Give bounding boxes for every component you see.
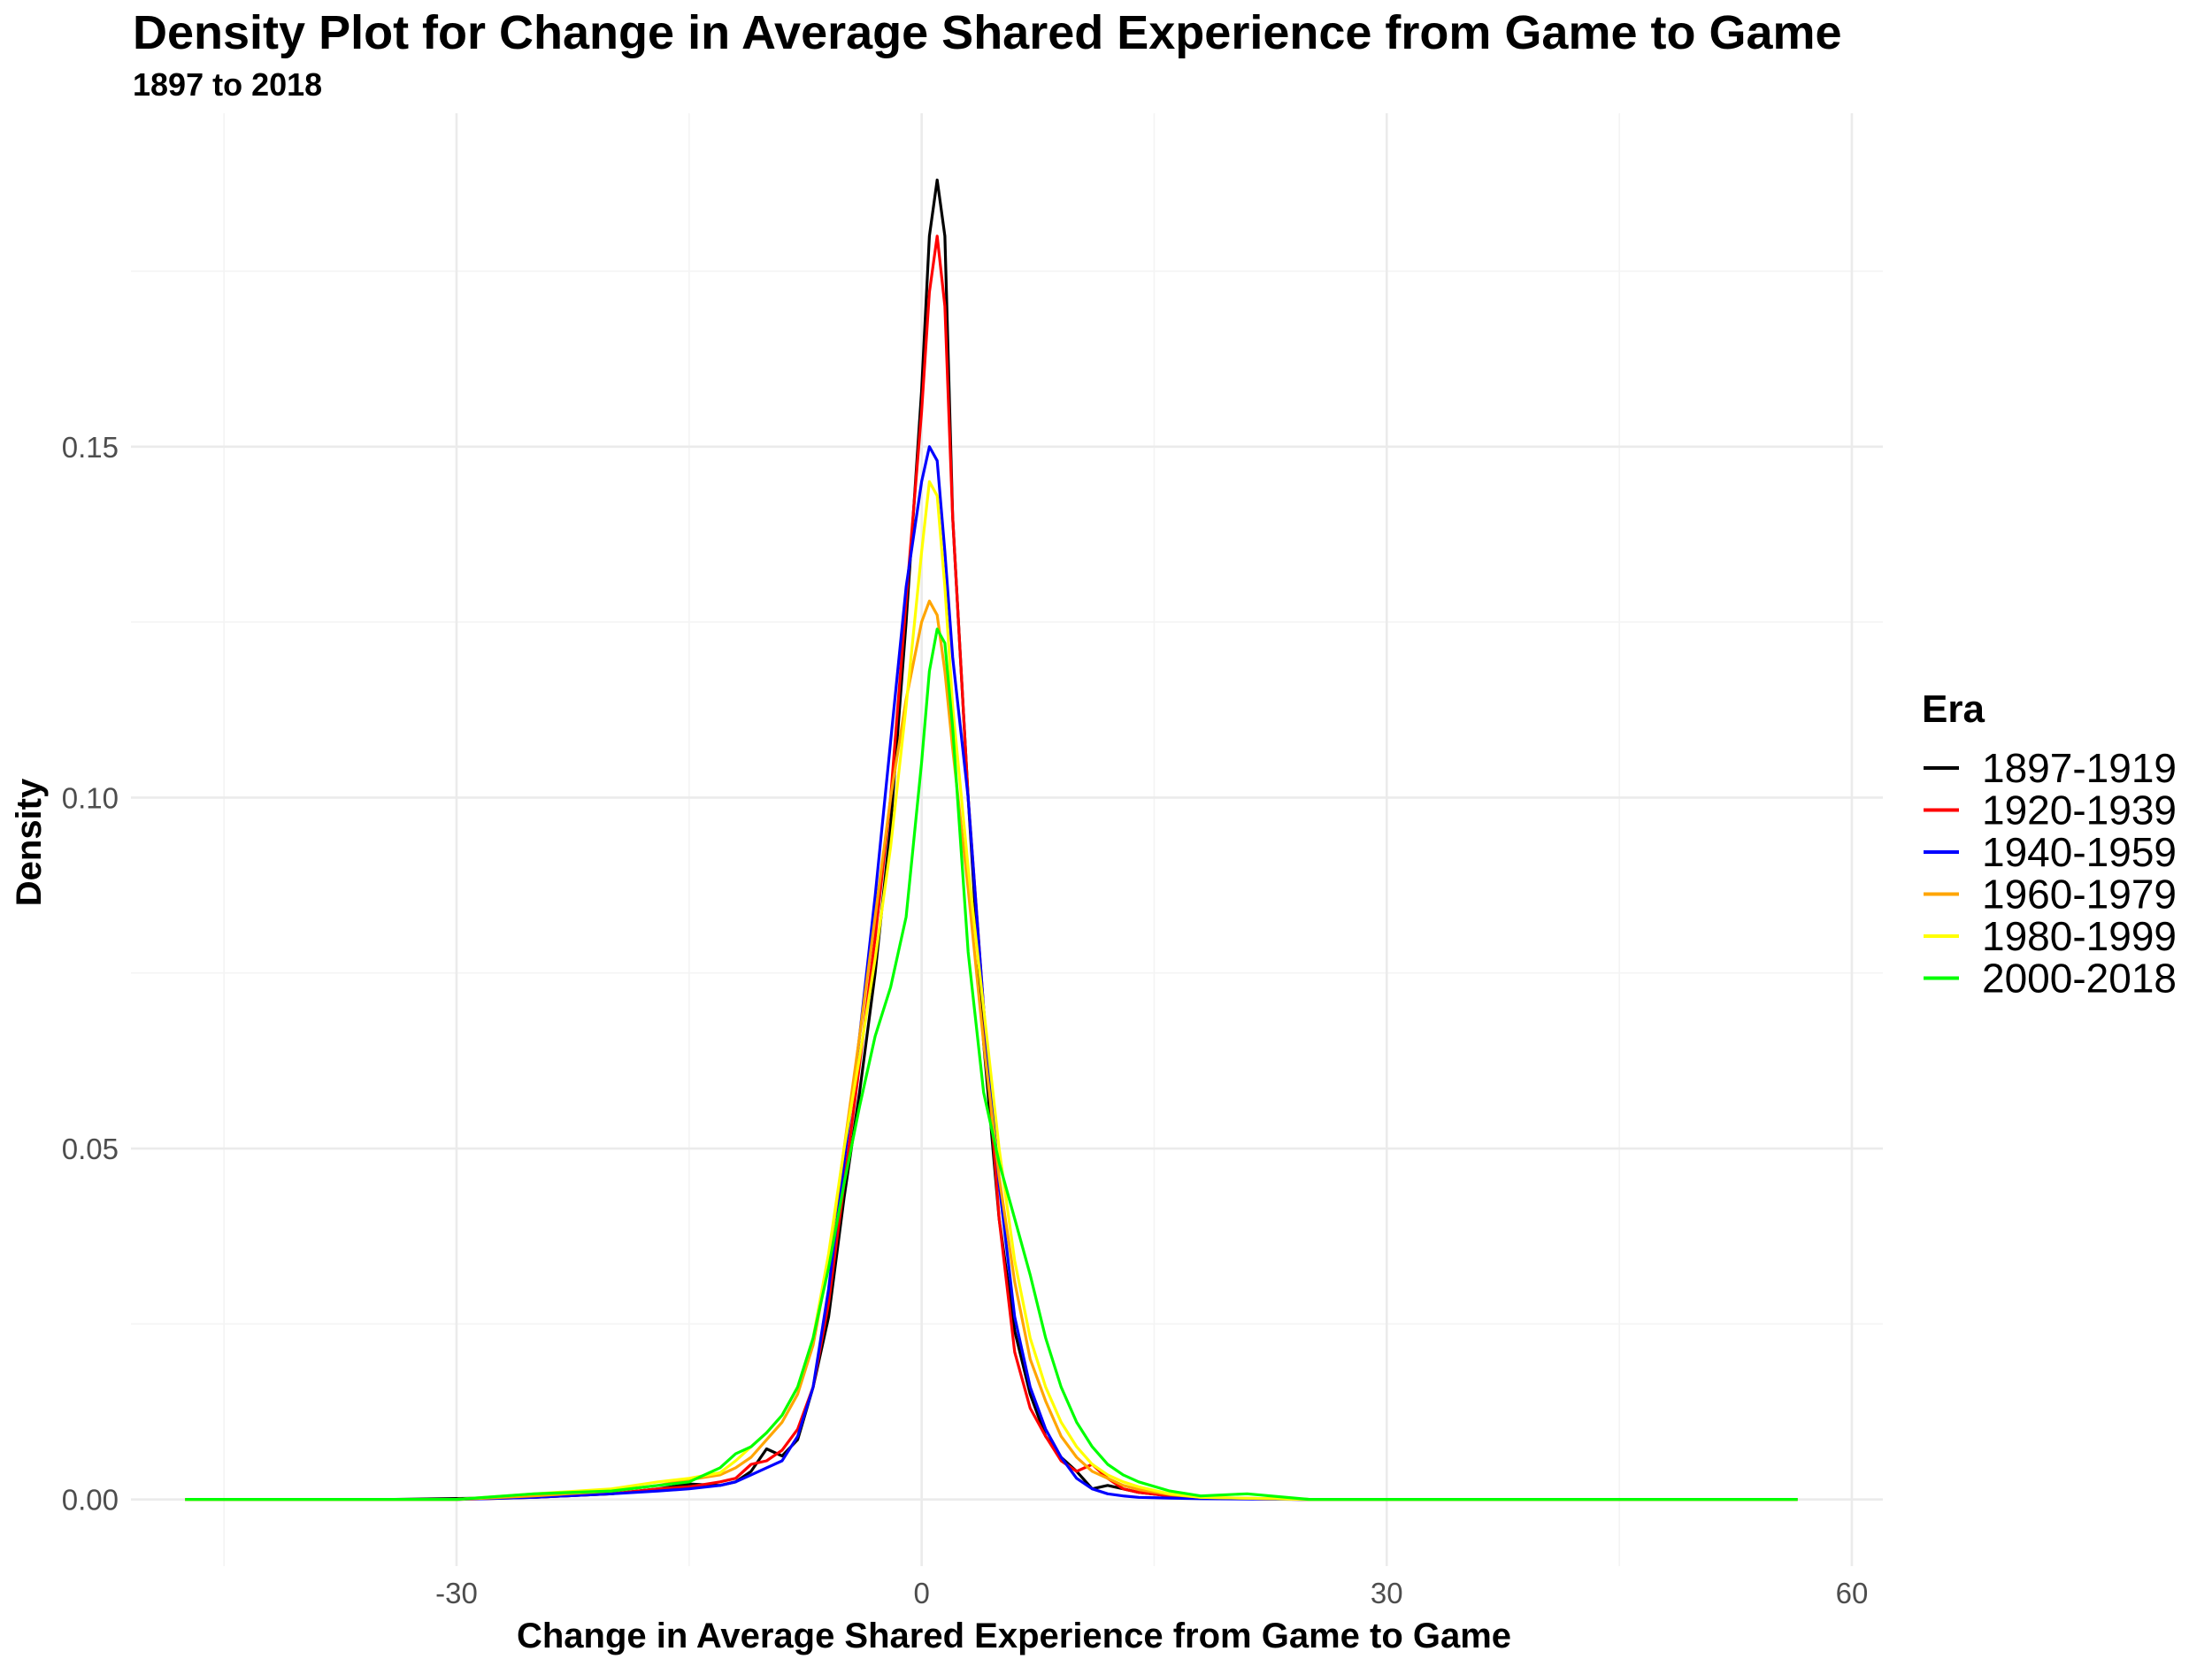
x-tick-label: 60 <box>1836 1577 1869 1609</box>
y-tick-label: 0.15 <box>62 431 119 464</box>
x-tick-label: -30 <box>435 1577 478 1609</box>
x-axis-ticks: -30 0 30 60 <box>435 1577 1868 1609</box>
chart-title: Density Plot for Change in Average Share… <box>133 6 1842 59</box>
density-curve-1960-1979 <box>185 599 1798 1502</box>
density-curve-1897-1919 <box>185 178 1798 1502</box>
legend-label: 1980-1999 <box>1982 913 2177 959</box>
legend-label: 2000-2018 <box>1982 956 2177 1002</box>
x-axis-label: Change in Average Shared Experience from… <box>517 1617 1511 1655</box>
density-curve-2000-2018 <box>185 627 1798 1502</box>
y-tick-label: 0.05 <box>62 1133 119 1165</box>
x-tick-label: 30 <box>1371 1577 1403 1609</box>
legend-title: Era <box>1922 687 1985 731</box>
chart-subtitle: 1897 to 2018 <box>133 66 322 103</box>
legend-label: 1920-1939 <box>1982 787 2177 833</box>
legend: Era 1897-19191920-19391940-19591960-1979… <box>1922 687 2177 1002</box>
y-tick-label: 0.00 <box>62 1484 119 1517</box>
legend-label: 1940-1959 <box>1982 829 2177 875</box>
y-axis-ticks: 0.00 0.05 0.10 0.15 <box>62 431 119 1517</box>
x-tick-label: 0 <box>913 1577 929 1609</box>
density-curve-1940-1959 <box>185 445 1798 1502</box>
y-tick-label: 0.10 <box>62 781 119 814</box>
y-axis-label: Density <box>10 778 49 906</box>
grid <box>131 113 1883 1566</box>
density-curve-1980-1999 <box>185 480 1798 1502</box>
legend-items: 1897-19191920-19391940-19591960-19791980… <box>1924 745 2177 1002</box>
density-curve-1920-1939 <box>185 234 1798 1502</box>
legend-label: 1897-1919 <box>1982 745 2177 791</box>
legend-label: 1960-1979 <box>1982 872 2177 918</box>
density-curves <box>185 178 1798 1502</box>
